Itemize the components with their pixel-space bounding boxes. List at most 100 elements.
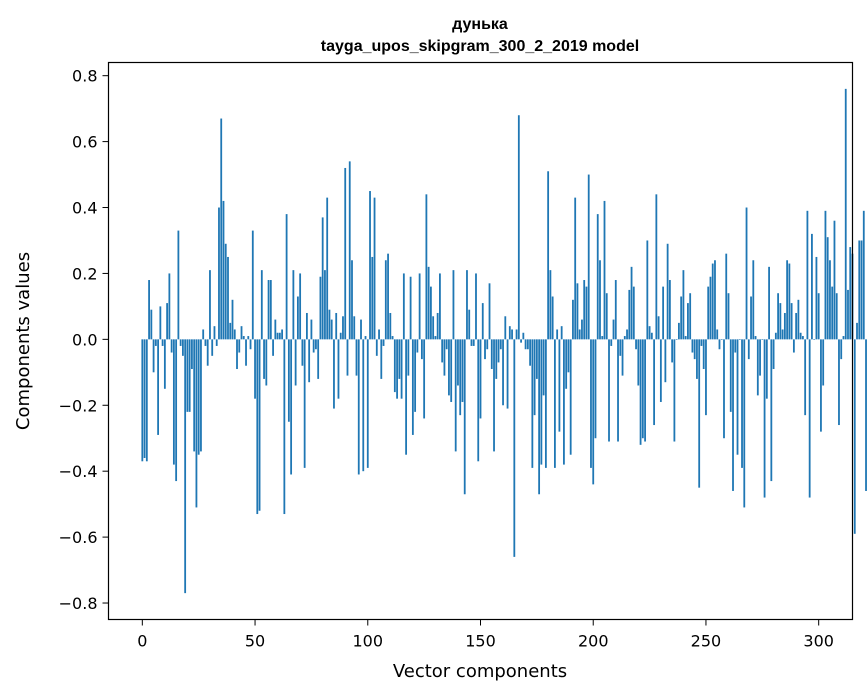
bar	[258, 339, 261, 511]
bar	[380, 339, 383, 379]
bar	[502, 339, 504, 406]
y-tick-label: 0.0	[72, 330, 97, 349]
bar	[783, 312, 786, 340]
bar	[432, 316, 435, 340]
bar	[222, 200, 225, 340]
bar	[817, 293, 820, 340]
bar	[240, 326, 243, 340]
bar	[188, 339, 191, 412]
bar	[418, 273, 421, 340]
bar	[416, 339, 419, 353]
x-tick-label: 250	[691, 632, 722, 651]
bar	[511, 329, 513, 340]
bar	[466, 270, 468, 340]
bar	[569, 339, 572, 455]
bar	[209, 270, 211, 340]
bar	[653, 339, 656, 426]
bar	[402, 273, 405, 340]
bar	[714, 260, 716, 340]
bar	[723, 339, 725, 439]
bar	[472, 339, 475, 346]
bar	[299, 273, 302, 340]
y-axis: −0.8 −0.6 −0.4 −0.2 0.0 0.2 0.4 0.6 0.8	[59, 67, 109, 613]
bar	[495, 339, 498, 379]
bar	[648, 326, 651, 340]
bar	[847, 289, 849, 340]
bar	[563, 339, 565, 465]
bar	[799, 332, 802, 340]
bar	[276, 332, 279, 340]
bar	[285, 214, 288, 340]
bar	[328, 309, 331, 340]
bar	[461, 339, 464, 402]
bar	[148, 280, 150, 340]
bar	[623, 336, 626, 340]
bar	[612, 319, 615, 340]
bar	[159, 306, 162, 340]
bar	[218, 207, 220, 340]
bar	[310, 319, 313, 340]
bar	[163, 339, 166, 389]
bar	[346, 339, 349, 376]
x-axis: 0 50 100 150 200 250 300	[137, 619, 834, 651]
bar	[457, 339, 459, 386]
bar	[535, 339, 538, 379]
bar	[680, 296, 683, 340]
bar	[249, 339, 252, 350]
bar	[157, 339, 160, 435]
bar	[556, 329, 559, 340]
bar	[698, 339, 701, 488]
bar	[481, 303, 484, 340]
bar	[865, 339, 867, 491]
bar	[436, 312, 439, 340]
bar	[150, 309, 153, 340]
bar	[560, 326, 563, 340]
bar	[177, 230, 180, 340]
bar	[384, 260, 387, 340]
bar	[400, 339, 403, 399]
bar	[547, 171, 550, 340]
bar	[720, 339, 723, 340]
bar	[364, 336, 367, 340]
bar	[236, 339, 238, 370]
bar	[227, 256, 229, 340]
bar	[729, 339, 732, 412]
bar	[856, 322, 858, 340]
bar	[393, 339, 396, 393]
bar	[759, 339, 761, 376]
bar	[477, 339, 480, 462]
bar	[448, 339, 450, 396]
bar	[844, 88, 847, 340]
bar	[526, 339, 529, 350]
x-tick-label: 200	[578, 632, 609, 651]
bar	[251, 230, 254, 340]
bar	[718, 339, 721, 350]
bar	[774, 332, 777, 340]
bar	[849, 247, 852, 340]
bar	[671, 339, 674, 363]
bar	[716, 329, 719, 340]
bar	[168, 273, 171, 340]
bar	[245, 339, 247, 366]
bar	[441, 339, 444, 363]
bar	[833, 220, 836, 340]
bar	[366, 339, 369, 468]
bar	[754, 336, 757, 340]
bar	[700, 339, 703, 346]
bar	[337, 339, 340, 399]
bar	[463, 339, 466, 495]
bar	[666, 243, 669, 340]
bar	[143, 339, 146, 459]
bar	[231, 299, 234, 340]
bar	[274, 319, 277, 340]
x-tick-label: 100	[352, 632, 383, 651]
bar	[684, 336, 687, 340]
bar	[747, 339, 750, 360]
x-tick-label: 0	[137, 632, 147, 651]
bar	[741, 339, 743, 468]
bar	[768, 266, 770, 340]
y-tick-label: 0.4	[72, 199, 97, 218]
bar	[531, 339, 534, 468]
bar	[308, 339, 311, 383]
bar	[835, 293, 838, 340]
